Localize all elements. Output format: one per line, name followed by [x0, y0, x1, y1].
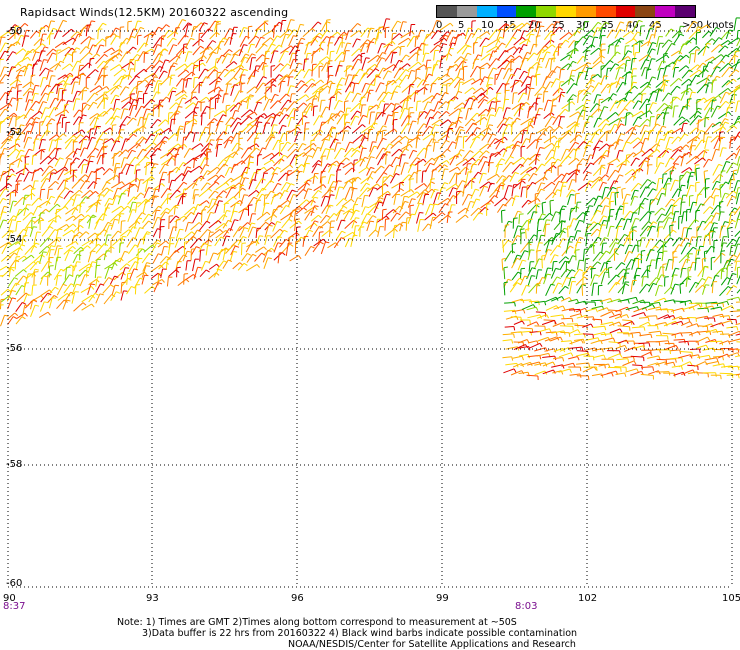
legend-color-bar: [436, 5, 696, 18]
legend-swatch: [437, 6, 457, 17]
legend-tick-label: 35: [601, 20, 614, 31]
wind-barbs-layer: [0, 17, 740, 381]
legend-tick-label: 40: [626, 20, 639, 31]
legend-swatch: [635, 6, 656, 17]
lat-label: -52: [6, 127, 23, 138]
legend-tick-label: 20: [528, 20, 541, 31]
lon-label: 90: [3, 593, 16, 604]
note-line-1: Note: 1) Times are GMT 2)Times along bot…: [117, 617, 517, 628]
legend-swatch: [496, 6, 517, 17]
legend-swatch: [675, 6, 695, 17]
lat-label: -60: [6, 578, 23, 589]
note-line-2: 3)Data buffer is 22 hrs from 20160322 4)…: [142, 628, 578, 639]
legend-tick-label: 25: [552, 20, 565, 31]
legend-swatch: [476, 6, 497, 17]
lat-label: -58: [6, 459, 23, 470]
legend-tick-label: 10: [481, 20, 494, 31]
lat-label: -54: [6, 234, 23, 245]
lon-label: 99: [436, 593, 449, 604]
map-title: Rapidsact Winds(12.5KM) 20160322 ascendi…: [20, 6, 289, 19]
note-line-3: NOAA/NESDIS/Center for Satellite Applica…: [288, 639, 576, 650]
lon-label: 96: [291, 593, 304, 604]
legend-swatch: [456, 6, 477, 17]
legend-tick-label: 0: [436, 20, 443, 31]
legend-swatch: [595, 6, 616, 17]
legend-swatch: [615, 6, 636, 17]
legend-swatch: [655, 6, 676, 17]
lat-label: -56: [6, 343, 23, 354]
legend-swatch: [575, 6, 596, 17]
time-label-left: 8:37: [3, 601, 26, 612]
legend-swatch: [516, 6, 537, 17]
lon-label: 102: [578, 593, 598, 604]
lat-lon-grid: [7, 30, 733, 588]
legend-swatch: [556, 6, 576, 17]
time-label-right: 8:03: [515, 601, 538, 612]
lon-label: 93: [146, 593, 159, 604]
legend-tick-label: 15: [503, 20, 516, 31]
legend-tick-label: 45: [649, 20, 662, 31]
legend-swatch: [536, 6, 557, 17]
legend-tick-label: 5: [458, 20, 465, 31]
legend-tick-label: 30: [576, 20, 589, 31]
lon-label: 105: [722, 593, 740, 604]
lat-label: -50: [6, 26, 23, 37]
